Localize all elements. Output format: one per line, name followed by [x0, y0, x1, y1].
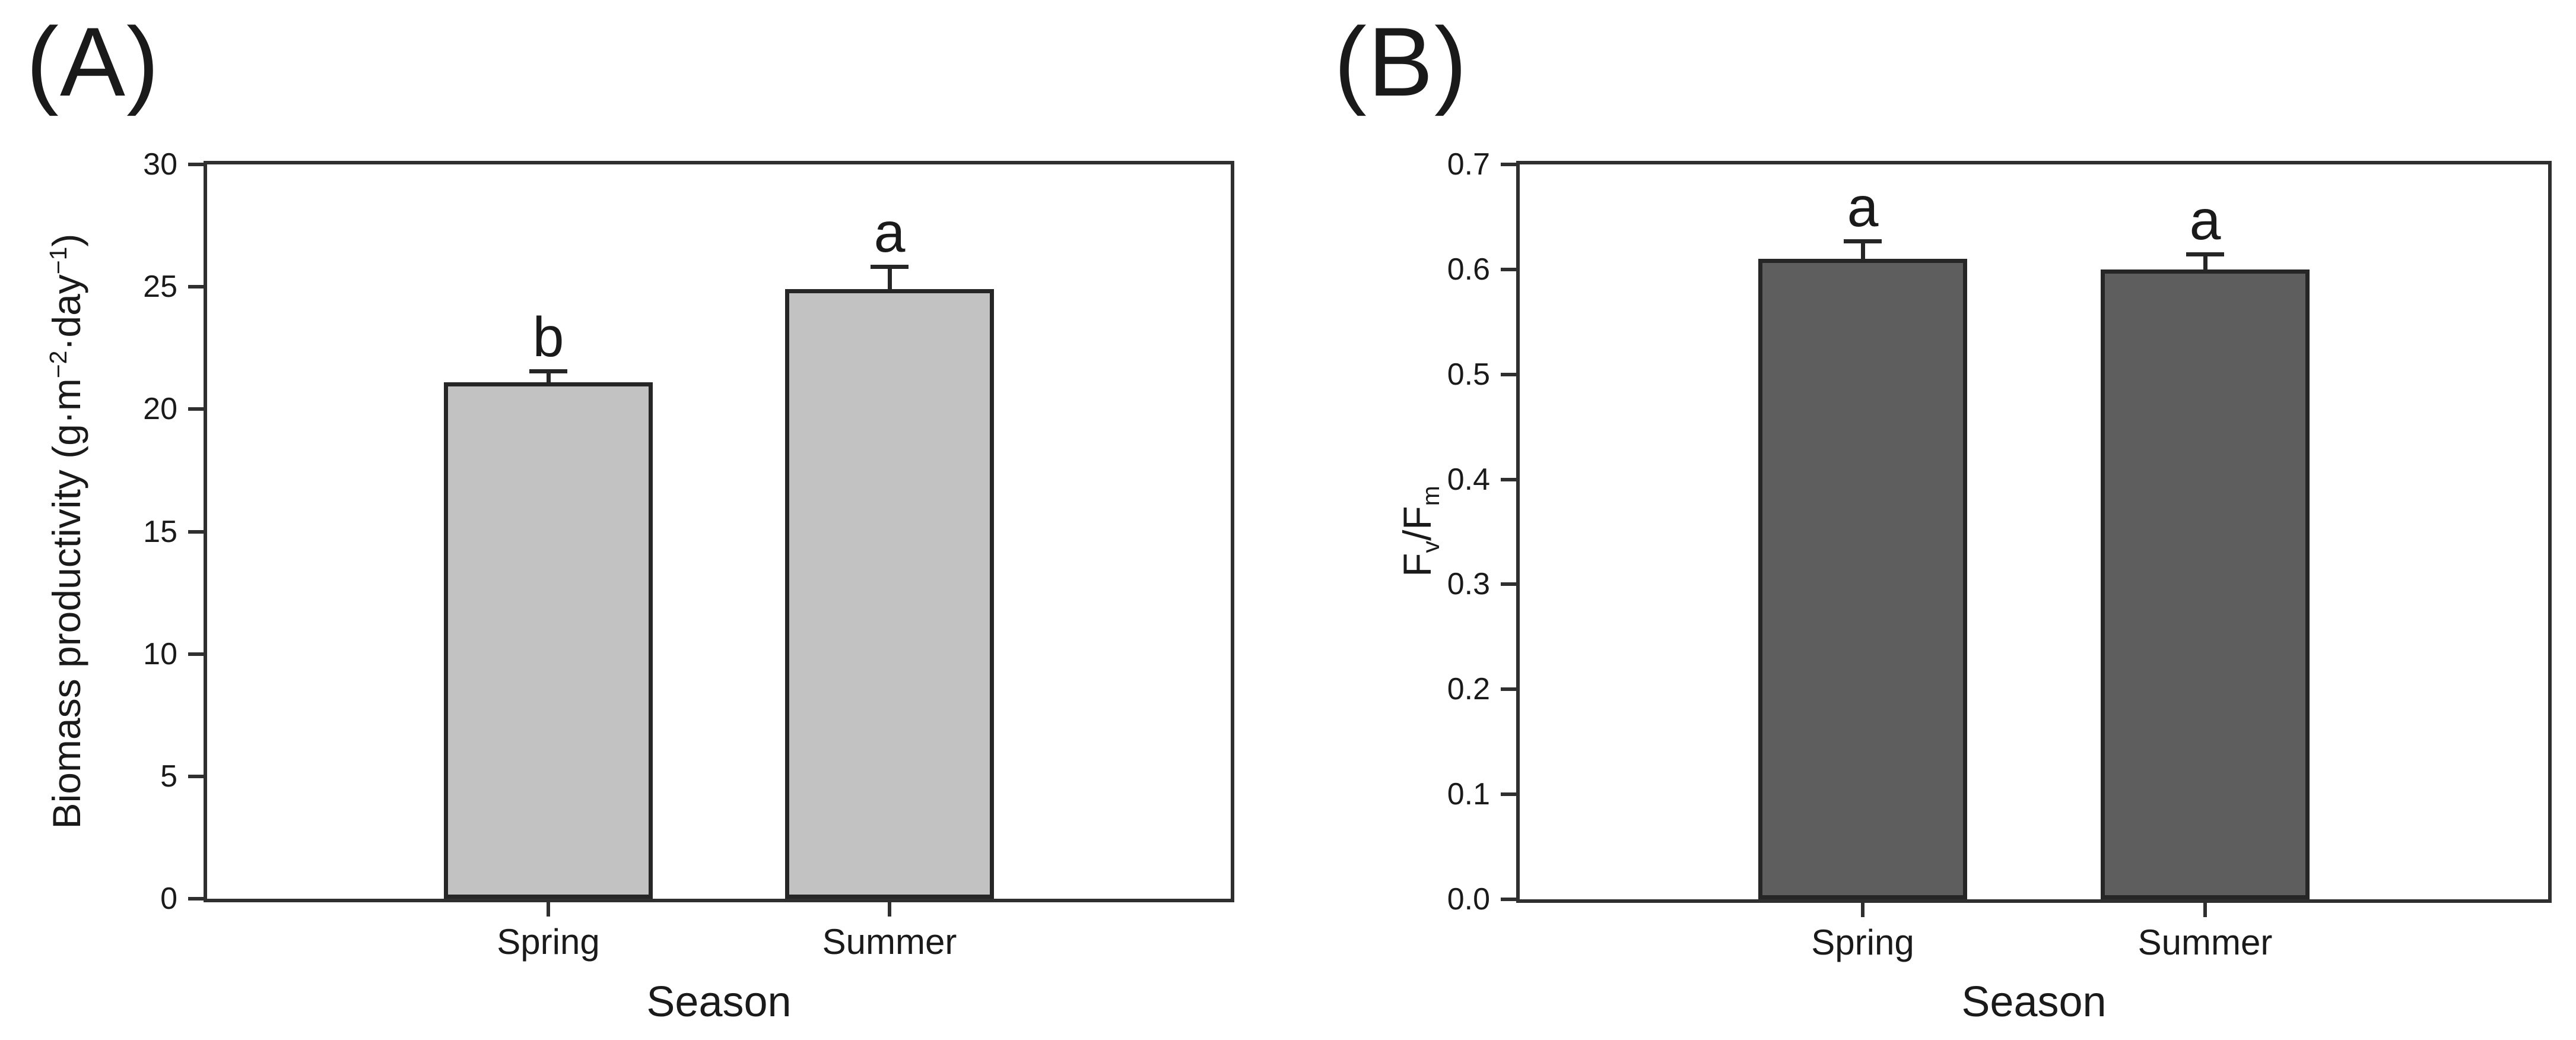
y-axis-title-segment: ) [45, 233, 88, 247]
significance-letter: a [2189, 189, 2221, 252]
y-axis-tick-label: 25 [143, 269, 177, 305]
x-axis-tick [547, 902, 550, 917]
y-axis-tick [188, 163, 204, 166]
y-axis-tick-label: 5 [160, 759, 177, 794]
error-bar-cap [1844, 239, 1882, 243]
y-axis-tick [188, 897, 204, 901]
y-axis-tick-label: 0.2 [1447, 672, 1490, 707]
y-axis-tick-label: 0 [160, 882, 177, 916]
y-axis-tick-label: 0.3 [1447, 567, 1490, 602]
y-axis-title-segment: −2 [45, 350, 72, 379]
error-bar-cap [871, 265, 909, 269]
bar-spring [1758, 259, 1967, 899]
y-axis-tick-label: 0.4 [1447, 462, 1490, 497]
bar-summer [2101, 269, 2310, 899]
plot-area: 0.0 0.1 0.2 0.3 0.4 0.5 0.6 0.7 a Spring a Summer [1447, 147, 2552, 962]
x-axis-title: Season [646, 978, 792, 1026]
y-axis-tick-label: 0.0 [1447, 882, 1490, 917]
y-axis-title-segment: v [1417, 540, 1445, 553]
y-axis-tick [188, 774, 204, 778]
y-axis-tick-label: 15 [143, 514, 177, 549]
y-axis-tick-label: 0.1 [1447, 777, 1490, 812]
y-axis-tick [1501, 163, 1516, 166]
plot-area: 0 5 10 15 20 25 30 b Spring a Summer [143, 147, 1234, 962]
y-axis-tick [1501, 477, 1516, 481]
y-axis-tick [1501, 792, 1516, 797]
x-axis-title: Season [1961, 978, 2107, 1026]
bar-summer [785, 289, 994, 899]
y-axis-tick [188, 407, 204, 411]
significance-letter: a [874, 201, 906, 264]
x-axis-category-label: Spring [1811, 922, 1914, 962]
y-axis-tick-label: 10 [143, 636, 177, 671]
error-bar-cap [2186, 252, 2224, 256]
y-axis-tick [1501, 687, 1516, 692]
x-axis-category-label: Spring [497, 922, 600, 962]
error-bar-stem [547, 373, 551, 382]
error-bar-stem [1861, 243, 1865, 259]
y-axis-tick [1501, 898, 1516, 901]
y-axis-tick-label: 0.6 [1447, 252, 1490, 287]
x-axis-tick [2203, 903, 2207, 917]
error-bar-stem [888, 268, 892, 289]
y-axis-tick [1501, 372, 1516, 376]
x-axis-category-label: Summer [822, 922, 957, 962]
y-axis-tick [1501, 267, 1516, 271]
y-axis-tick [1501, 582, 1516, 586]
significance-letter: b [532, 306, 564, 369]
x-axis-category-label: Summer [2137, 922, 2273, 962]
panel-letter-label: (A) [26, 7, 160, 116]
y-axis-tick-label: 30 [143, 147, 177, 182]
y-axis-tick-label: 20 [143, 392, 177, 427]
error-bar-cap [529, 369, 567, 373]
bar-spring [444, 382, 653, 899]
x-axis-tick [888, 902, 891, 917]
y-axis-title-segment: /F [1395, 506, 1439, 541]
x-axis-tick [1861, 903, 1864, 917]
y-axis-tick [188, 285, 204, 289]
y-axis-title: Fv/Fm [1393, 116, 1447, 947]
error-bar-stem [2203, 256, 2207, 269]
y-axis-tick-label: 0.7 [1447, 147, 1490, 182]
y-axis-tick-label: 0.5 [1447, 357, 1490, 392]
panel-letter-label: (B) [1334, 7, 1468, 116]
significance-letter: a [1847, 176, 1879, 239]
y-axis-tick [188, 529, 204, 534]
y-axis-tick [188, 652, 204, 656]
